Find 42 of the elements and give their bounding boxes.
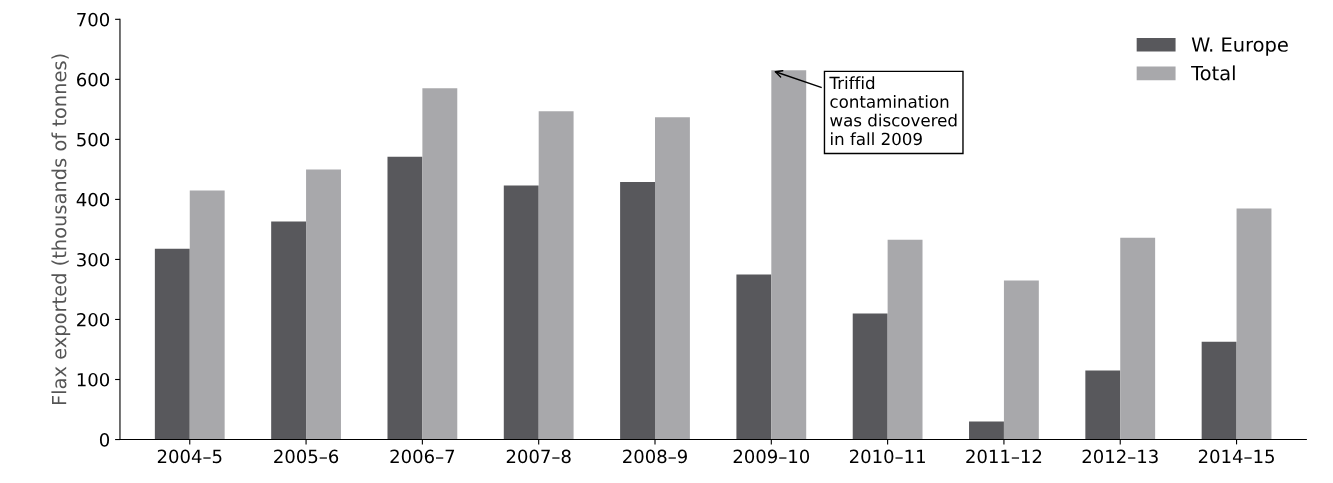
bar (189, 190, 225, 440)
x-tick-label: 2012–13 (1082, 449, 1158, 464)
bar (1085, 370, 1121, 440)
bar (154, 248, 190, 440)
bar (422, 88, 458, 440)
bar (271, 221, 307, 440)
y-tick-label: 300 (77, 252, 110, 267)
bar (1201, 341, 1237, 440)
y-tick-label: 100 (77, 372, 110, 387)
bar (503, 185, 539, 440)
bar (620, 182, 655, 440)
y-tick-label: 500 (77, 132, 110, 147)
bar (736, 274, 772, 440)
y-tick-label: 200 (77, 312, 110, 327)
bar (387, 156, 423, 440)
x-tick-label: 2004–5 (157, 449, 222, 464)
y-axis-title: Flax exported (thousands of tonnes) (51, 54, 71, 405)
y-tick-label: 0 (99, 432, 110, 447)
legend-label: W. Europe (1191, 37, 1288, 56)
x-tick-label: 2008–9 (623, 449, 687, 464)
bar (1120, 237, 1156, 440)
bar (1003, 280, 1039, 440)
bar (969, 421, 1004, 440)
bar (306, 169, 341, 440)
bar (852, 313, 888, 440)
bar (655, 117, 690, 440)
bar (538, 111, 574, 440)
y-tick-label: 700 (77, 12, 110, 27)
x-tick-label: 2014–15 (1198, 449, 1274, 464)
x-tick-label: 2005–6 (274, 449, 339, 464)
bar (887, 239, 923, 440)
y-tick-label: 400 (76, 192, 110, 207)
legend-label: Total (1191, 65, 1235, 81)
bar (1236, 208, 1272, 440)
annotation: Triffid contamination was discovered in fall 2009 (829, 76, 957, 146)
x-tick-label: 2010–11 (849, 449, 925, 464)
x-tick-label: 2007–8 (506, 449, 571, 464)
bar (771, 70, 807, 440)
y-tick-label: 600 (77, 72, 110, 87)
x-tick-label: 2009–10 (733, 449, 810, 464)
x-tick-label: 2011–12 (966, 449, 1042, 464)
x-tick-label: 2006–7 (390, 449, 455, 464)
